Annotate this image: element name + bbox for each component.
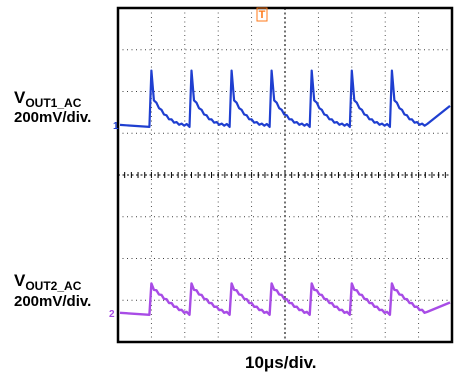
vout2-scale: 200mV/div.	[14, 293, 92, 310]
vout2-label: VOUT2_AC	[14, 271, 81, 292]
vout2-waveform	[119, 282, 451, 316]
trigger-marker-box	[256, 7, 268, 22]
channel-markers: 12	[109, 7, 268, 320]
vout1-name: V	[14, 88, 26, 107]
trigger-marker: T	[259, 9, 266, 21]
time-scale-label: 10μs/div.	[245, 353, 317, 372]
vout1-label: VOUT1_AC	[14, 88, 81, 109]
ch2-ground-marker: 2	[109, 309, 115, 320]
vout1-waveform	[119, 69, 451, 128]
vout2-subscript: OUT2_AC	[25, 279, 82, 293]
vout1-scale: 200mV/div.	[14, 109, 92, 126]
ch1-ground-marker: 1	[113, 121, 119, 132]
scope-grid	[116, 6, 454, 344]
vout1-trace	[119, 69, 451, 128]
vout1-subscript: OUT1_AC	[25, 96, 82, 110]
vout2-trace	[119, 282, 451, 316]
vout2-name: V	[14, 271, 26, 290]
